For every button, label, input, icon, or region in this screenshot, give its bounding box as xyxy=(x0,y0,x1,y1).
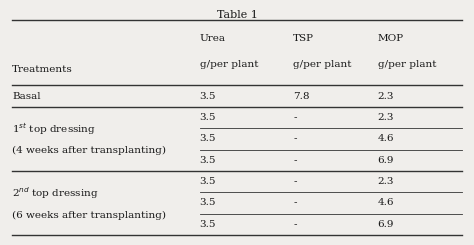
Text: Basal: Basal xyxy=(12,92,41,101)
Text: 3.5: 3.5 xyxy=(200,113,216,122)
Text: g/per plant: g/per plant xyxy=(200,60,258,69)
Text: 3.5: 3.5 xyxy=(200,220,216,229)
Text: 4.6: 4.6 xyxy=(377,134,394,143)
Text: 2.3: 2.3 xyxy=(377,113,394,122)
Text: 4.6: 4.6 xyxy=(377,198,394,208)
Text: 3.5: 3.5 xyxy=(200,92,216,101)
Text: 3.5: 3.5 xyxy=(200,177,216,186)
Text: -: - xyxy=(293,220,297,229)
Text: 6.9: 6.9 xyxy=(377,156,394,165)
Text: 6.9: 6.9 xyxy=(377,220,394,229)
Text: -: - xyxy=(293,156,297,165)
Text: -: - xyxy=(293,134,297,143)
Text: Table 1: Table 1 xyxy=(217,10,257,20)
Text: 2.3: 2.3 xyxy=(377,92,394,101)
Text: (4 weeks after transplanting): (4 weeks after transplanting) xyxy=(12,146,166,155)
Text: 1$^{st}$ top dressing: 1$^{st}$ top dressing xyxy=(12,121,96,137)
Text: 3.5: 3.5 xyxy=(200,198,216,208)
Text: 3.5: 3.5 xyxy=(200,134,216,143)
Text: g/per plant: g/per plant xyxy=(377,60,436,69)
Text: 3.5: 3.5 xyxy=(200,156,216,165)
Text: TSP: TSP xyxy=(293,34,314,43)
Text: 2.3: 2.3 xyxy=(377,177,394,186)
Text: -: - xyxy=(293,113,297,122)
Text: -: - xyxy=(293,177,297,186)
Text: g/per plant: g/per plant xyxy=(293,60,352,69)
Text: Treatments: Treatments xyxy=(12,65,73,74)
Text: 2$^{nd}$ top dressing: 2$^{nd}$ top dressing xyxy=(12,185,99,201)
Text: Urea: Urea xyxy=(200,34,226,43)
Text: (6 weeks after transplanting): (6 weeks after transplanting) xyxy=(12,210,166,220)
Text: -: - xyxy=(293,198,297,208)
Text: 7.8: 7.8 xyxy=(293,92,310,101)
Text: MOP: MOP xyxy=(377,34,404,43)
